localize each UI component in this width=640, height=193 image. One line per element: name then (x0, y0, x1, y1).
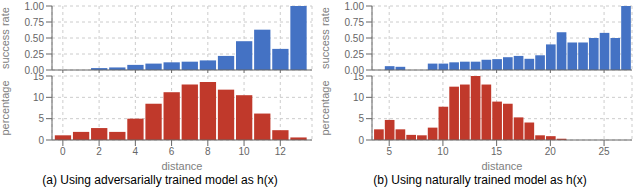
svg-text:0.00: 0.00 (25, 65, 45, 74)
svg-text:1.00: 1.00 (25, 1, 45, 12)
svg-text:percentage: percentage (0, 80, 11, 135)
svg-text:success rate: success rate (320, 7, 331, 69)
svg-text:12: 12 (275, 146, 287, 157)
svg-text:1.00: 1.00 (345, 1, 365, 12)
svg-text:0: 0 (38, 135, 44, 146)
svg-text:0.75: 0.75 (345, 17, 365, 28)
svg-text:0.75: 0.75 (25, 17, 45, 28)
svg-text:0: 0 (60, 146, 66, 157)
svg-text:0.00: 0.00 (345, 65, 365, 74)
svg-text:percentage: percentage (320, 80, 331, 135)
svg-text:25: 25 (599, 146, 611, 157)
svg-text:15: 15 (33, 74, 45, 82)
html-text:(b) Using naturally trained mo: (b) Using naturally trained model as h(x… (373, 173, 587, 187)
svg-text:6: 6 (169, 146, 175, 157)
svg-text:0.25: 0.25 (25, 49, 45, 60)
svg-text:0.25: 0.25 (345, 49, 365, 60)
svg-text:0: 0 (358, 135, 364, 146)
svg-text:0.50: 0.50 (25, 33, 45, 44)
svg-text:4: 4 (133, 146, 139, 157)
svg-text:success rate: success rate (0, 7, 11, 69)
svg-text:10: 10 (437, 146, 449, 157)
svg-text:10: 10 (238, 146, 250, 157)
svg-text:distance: distance (482, 160, 523, 170)
html-text:(a) Using adversarially traine: (a) Using adversarially trained model as… (42, 173, 278, 187)
svg-text:distance: distance (162, 160, 203, 170)
svg-text:10: 10 (33, 92, 45, 103)
svg-text:5: 5 (358, 113, 364, 124)
svg-text:15: 15 (491, 146, 503, 157)
svg-text:5: 5 (386, 146, 392, 157)
svg-text:8: 8 (205, 146, 211, 157)
svg-text:15: 15 (353, 74, 365, 82)
svg-text:10: 10 (353, 92, 365, 103)
svg-text:2: 2 (96, 146, 102, 157)
svg-text:5: 5 (38, 113, 44, 124)
svg-text:0.50: 0.50 (345, 33, 365, 44)
svg-text:20: 20 (545, 146, 557, 157)
